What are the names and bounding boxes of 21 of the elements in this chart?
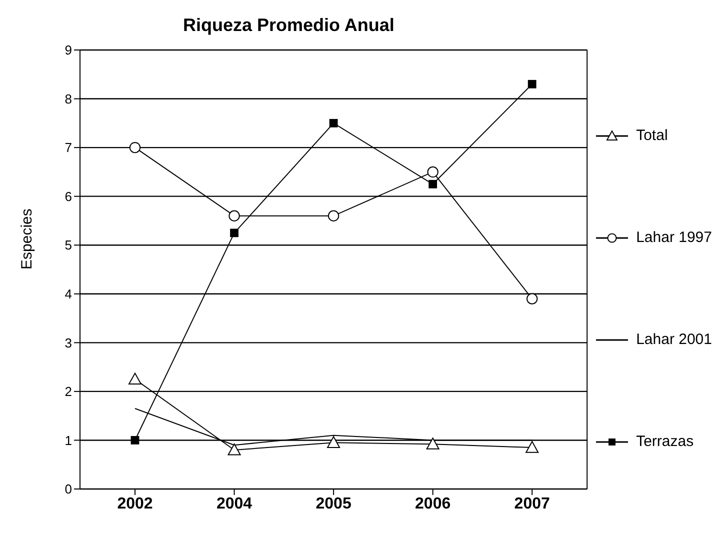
- legend-label: Terrazas: [636, 433, 694, 450]
- y-tick-label: 9: [64, 42, 72, 58]
- x-tick-label: 2007: [514, 495, 550, 512]
- y-tick-label: 5: [64, 238, 72, 253]
- y-axis-title: Especies: [18, 208, 36, 270]
- legend-label: Total: [636, 127, 668, 144]
- y-tick-label: 4: [64, 286, 72, 302]
- y-tick-label: 7: [64, 140, 72, 156]
- y-tick-label: 1: [64, 432, 72, 448]
- y-tick-label: 2: [64, 384, 72, 400]
- chart-title: Riqueza Promedio Anual: [182, 14, 396, 37]
- y-tick-label: 8: [64, 91, 72, 106]
- y-tick-label: 6: [64, 188, 72, 204]
- x-tick-label: 2004: [216, 495, 252, 512]
- x-tick-label: 2005: [316, 495, 352, 512]
- legend-label: Lahar 2001: [636, 331, 712, 348]
- x-tick-label: 2002: [117, 495, 153, 512]
- legend-label: Lahar 1997: [636, 229, 712, 246]
- x-tick-label: 2006: [415, 495, 451, 512]
- y-tick-label: 0: [64, 482, 72, 497]
- y-tick-label: 3: [64, 335, 72, 350]
